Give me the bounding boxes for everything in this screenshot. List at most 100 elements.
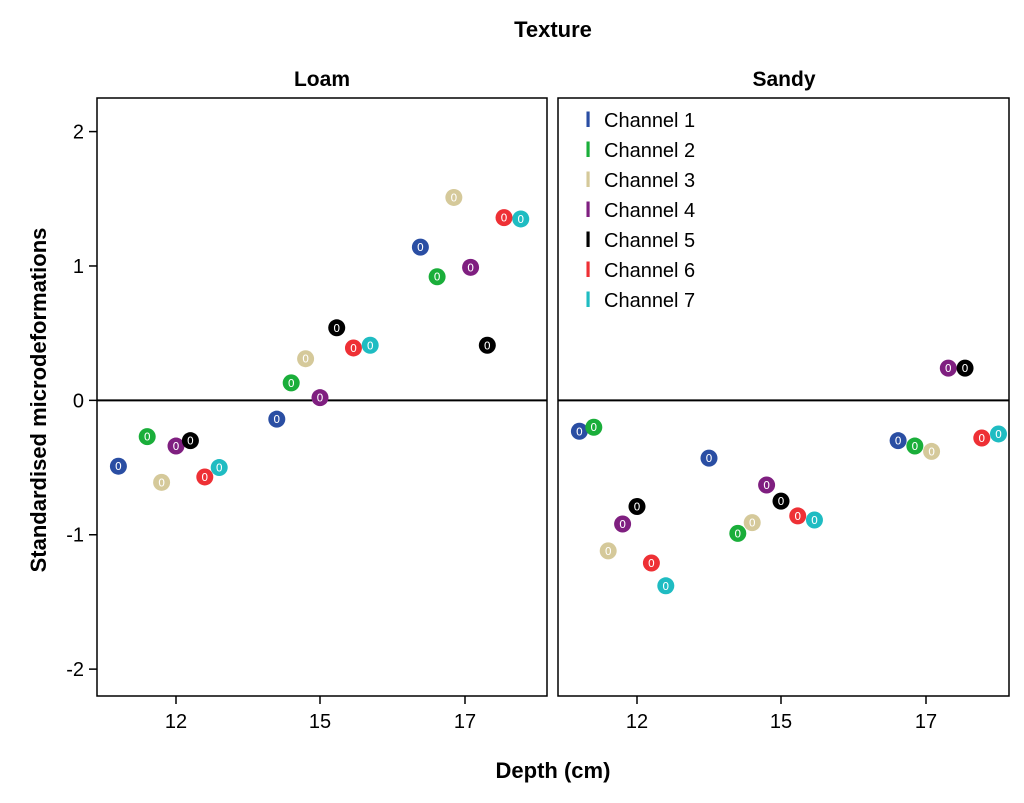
legend-swatch-icon: I: [585, 167, 591, 192]
data-point-marker: [973, 429, 991, 447]
legend-entry: I Channel 3: [585, 167, 695, 192]
data-point: 0: [642, 554, 660, 572]
data-point: 0: [700, 449, 718, 467]
data-point: 0: [297, 350, 315, 368]
legend-entry: I Channel 5: [585, 227, 695, 252]
chart-title: Texture: [514, 17, 592, 42]
data-point: 0: [328, 319, 346, 337]
x-tick-label: 17: [454, 711, 476, 733]
data-point-glyph: 0: [995, 428, 1002, 441]
y-tick-label: 1: [73, 256, 84, 278]
legend-swatch-icon: I: [585, 257, 591, 282]
data-point-glyph: 0: [590, 421, 597, 434]
panel-frame-sandy: [557, 97, 1010, 697]
x-tick-label: 12: [165, 711, 187, 733]
data-point-marker: [282, 374, 300, 392]
data-point-marker: [462, 258, 480, 276]
data-point-marker: [628, 498, 646, 516]
data-point-marker: [990, 425, 1007, 443]
data-point-glyph: 0: [417, 241, 424, 254]
data-point-marker: [428, 268, 446, 286]
y-tick-label: -1: [66, 525, 84, 547]
data-point-marker: [906, 437, 924, 455]
data-point: 0: [939, 359, 957, 377]
legend-label: Channel 5: [604, 230, 695, 252]
data-point: 0: [889, 432, 907, 450]
x-tick-label: 12: [626, 711, 648, 733]
data-point-marker: [478, 336, 496, 354]
legend-label: Channel 6: [604, 260, 695, 282]
data-point: 0: [512, 210, 530, 228]
data-point-glyph: 0: [763, 479, 770, 492]
data-point-marker: [956, 359, 974, 377]
data-point-marker: [268, 410, 286, 428]
data-point: 0: [772, 492, 790, 510]
data-point: 0: [789, 507, 807, 525]
x-tick-label: 15: [309, 711, 331, 733]
data-point-marker: [167, 437, 185, 455]
y-tick-label: -2: [66, 659, 84, 681]
data-point: 0: [196, 468, 214, 486]
data-point: 0: [181, 432, 199, 450]
data-point-glyph: 0: [467, 261, 474, 274]
legend-label: Channel 2: [604, 140, 695, 162]
data-point-glyph: 0: [945, 362, 952, 375]
legend-label: Channel 3: [604, 170, 695, 192]
legend-swatch-icon: I: [585, 137, 591, 162]
data-point-marker: [889, 432, 907, 450]
legend-label: Channel 4: [604, 200, 695, 222]
data-point-glyph: 0: [911, 440, 918, 453]
data-point-glyph: 0: [115, 460, 122, 473]
data-point: 0: [478, 336, 496, 354]
data-point-marker: [789, 507, 807, 525]
data-point: 0: [585, 418, 603, 436]
data-point-marker: [700, 449, 718, 467]
data-point-marker: [210, 459, 228, 477]
data-point-marker: [109, 457, 127, 475]
data-point-glyph: 0: [662, 580, 669, 593]
panel-frame-loam: [96, 97, 548, 697]
data-point-marker: [361, 336, 379, 354]
data-point-glyph: 0: [778, 495, 785, 508]
data-point-marker: [729, 524, 747, 542]
data-point: 0: [614, 515, 632, 533]
data-point-glyph: 0: [619, 518, 626, 531]
legend-swatch-icon: I: [585, 227, 591, 252]
data-point-marker: [138, 428, 156, 446]
data-point-glyph: 0: [648, 557, 655, 570]
data-point: 0: [570, 422, 588, 440]
legend-swatch-icon: I: [585, 107, 591, 132]
data-point-glyph: 0: [706, 452, 713, 465]
data-point: 0: [657, 577, 675, 595]
data-point-marker: [512, 210, 530, 228]
legend-label: Channel 1: [604, 110, 695, 132]
data-point-glyph: 0: [201, 471, 208, 484]
data-point: 0: [210, 459, 228, 477]
data-point-glyph: 0: [576, 425, 583, 438]
data-point-marker: [570, 422, 588, 440]
data-point-glyph: 0: [484, 339, 491, 352]
data-point-marker: [196, 468, 214, 486]
data-point: 0: [990, 425, 1007, 443]
data-point-marker: [614, 515, 632, 533]
data-point-glyph: 0: [434, 271, 441, 284]
data-point-glyph: 0: [158, 476, 165, 489]
data-point: 0: [411, 238, 429, 256]
data-point-glyph: 0: [962, 362, 969, 375]
legend-entry: I Channel 1: [585, 107, 695, 132]
data-point-glyph: 0: [333, 322, 340, 335]
data-point-marker: [311, 389, 329, 407]
data-point-marker: [181, 432, 199, 450]
data-point-glyph: 0: [450, 191, 457, 204]
x-axis-label: Depth (cm): [496, 758, 611, 783]
legend-swatch-icon: I: [585, 287, 591, 312]
data-point: 0: [743, 514, 761, 532]
data-point-glyph: 0: [517, 213, 524, 226]
data-point-glyph: 0: [216, 462, 223, 475]
data-point: 0: [758, 476, 776, 494]
data-point-marker: [599, 542, 617, 560]
data-point: 0: [282, 374, 300, 392]
data-point: 0: [906, 437, 924, 455]
data-point-glyph: 0: [317, 392, 324, 405]
